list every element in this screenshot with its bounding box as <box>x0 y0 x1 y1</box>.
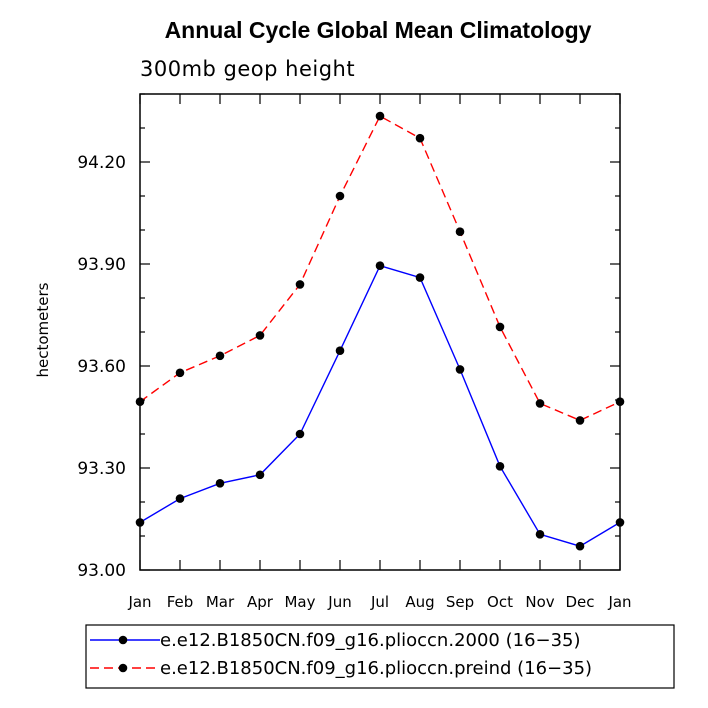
data-point <box>575 416 585 425</box>
x-tick-label: Jun <box>327 593 351 611</box>
data-point <box>135 518 145 527</box>
legend-swatch-marker <box>118 635 128 645</box>
data-point <box>255 470 265 480</box>
data-point <box>535 530 545 539</box>
y-tick-label: 93.60 <box>77 357 126 377</box>
y-tick-label: 93.00 <box>77 561 126 581</box>
data-point <box>415 133 425 143</box>
y-axis-label: hectometers <box>34 282 52 377</box>
x-tick-label: Dec <box>565 593 594 611</box>
plot-frame <box>139 93 621 571</box>
data-point <box>295 280 305 289</box>
data-point <box>615 397 625 407</box>
x-tick-label: Jan <box>127 593 151 611</box>
x-tick-label: Nov <box>525 593 554 611</box>
chart-subtitle: 300mb geop height <box>140 57 355 81</box>
data-point <box>495 322 505 332</box>
data-point <box>135 397 145 407</box>
x-tick-label: Jan <box>607 593 631 611</box>
x-tick-label: Oct <box>487 593 513 611</box>
x-tick-label: Jul <box>370 593 389 611</box>
data-point <box>175 368 185 378</box>
data-point <box>335 191 345 201</box>
data-point <box>535 399 545 408</box>
data-point <box>415 273 425 282</box>
data-point <box>255 331 265 340</box>
y-tick-label: 93.90 <box>77 255 126 275</box>
legend-swatch-marker <box>118 663 128 673</box>
legend-box <box>85 624 675 689</box>
data-point <box>615 518 625 527</box>
x-tick-label: Mar <box>206 593 235 611</box>
data-point <box>215 351 225 361</box>
x-tick-label: May <box>284 593 315 611</box>
data-point <box>375 111 385 121</box>
series-line-1 <box>139 264 621 547</box>
data-point <box>175 494 185 503</box>
data-point <box>455 227 465 236</box>
data-point <box>455 365 465 374</box>
data-point <box>335 346 345 356</box>
x-tick-label: Apr <box>247 593 274 611</box>
legend-label: e.e12.B1850CN.f09_g16.plioccn.preind (16… <box>160 658 592 679</box>
x-tick-label: Aug <box>405 593 434 611</box>
data-point <box>215 479 225 488</box>
x-tick-label: Feb <box>167 593 194 611</box>
chart-title: Annual Cycle Global Mean Climatology <box>165 17 592 43</box>
y-tick-label: 93.30 <box>77 459 126 479</box>
x-tick-label: Sep <box>446 593 474 611</box>
data-point <box>375 261 385 271</box>
data-point <box>495 462 505 471</box>
legend-label: e.e12.B1850CN.f09_g16.plioccn.2000 (16−3… <box>160 630 581 651</box>
y-tick-label: 94.20 <box>77 153 126 173</box>
data-point <box>575 541 585 551</box>
data-point <box>295 429 305 439</box>
